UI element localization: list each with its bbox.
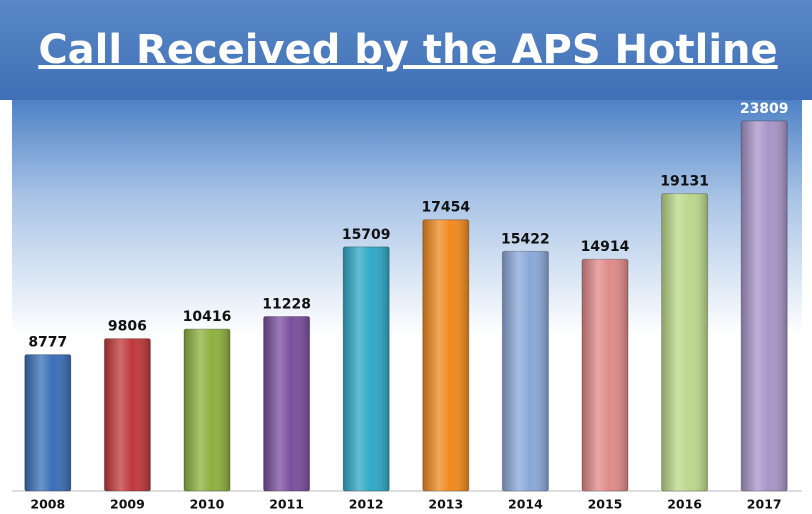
title-banner xyxy=(0,0,812,100)
data-label: 15709 xyxy=(342,227,391,243)
chart-title: Call Received by the APS Hotline xyxy=(38,27,777,73)
x-tick-label: 2013 xyxy=(428,497,463,512)
x-tick-label: 2011 xyxy=(269,497,304,512)
bar xyxy=(103,338,151,492)
data-label: 8777 xyxy=(28,335,67,351)
data-label: 15422 xyxy=(501,231,550,247)
bar xyxy=(263,315,311,492)
x-tick-label: 2017 xyxy=(747,497,782,512)
data-label: 14914 xyxy=(581,239,630,255)
x-tick-label: 2009 xyxy=(110,497,145,512)
bar xyxy=(24,354,72,492)
data-label: 9806 xyxy=(108,319,147,335)
bar xyxy=(661,193,709,492)
data-label: 19131 xyxy=(660,174,709,190)
data-label: 10416 xyxy=(183,309,232,325)
x-tick-label: 2016 xyxy=(667,497,702,512)
bar xyxy=(342,246,390,492)
data-label: 17454 xyxy=(421,200,470,216)
x-tick-label: 2014 xyxy=(508,497,543,512)
data-label: 11228 xyxy=(262,296,311,312)
x-tick-label: 2010 xyxy=(190,497,225,512)
bar xyxy=(581,258,629,492)
bar xyxy=(422,219,470,492)
x-tick-label: 2015 xyxy=(588,497,623,512)
x-tick-label: 2012 xyxy=(349,497,384,512)
data-label: 23809 xyxy=(740,101,789,117)
bar xyxy=(501,250,549,492)
bar xyxy=(183,328,231,492)
x-tick-label: 2008 xyxy=(30,497,65,512)
bar xyxy=(740,120,788,492)
